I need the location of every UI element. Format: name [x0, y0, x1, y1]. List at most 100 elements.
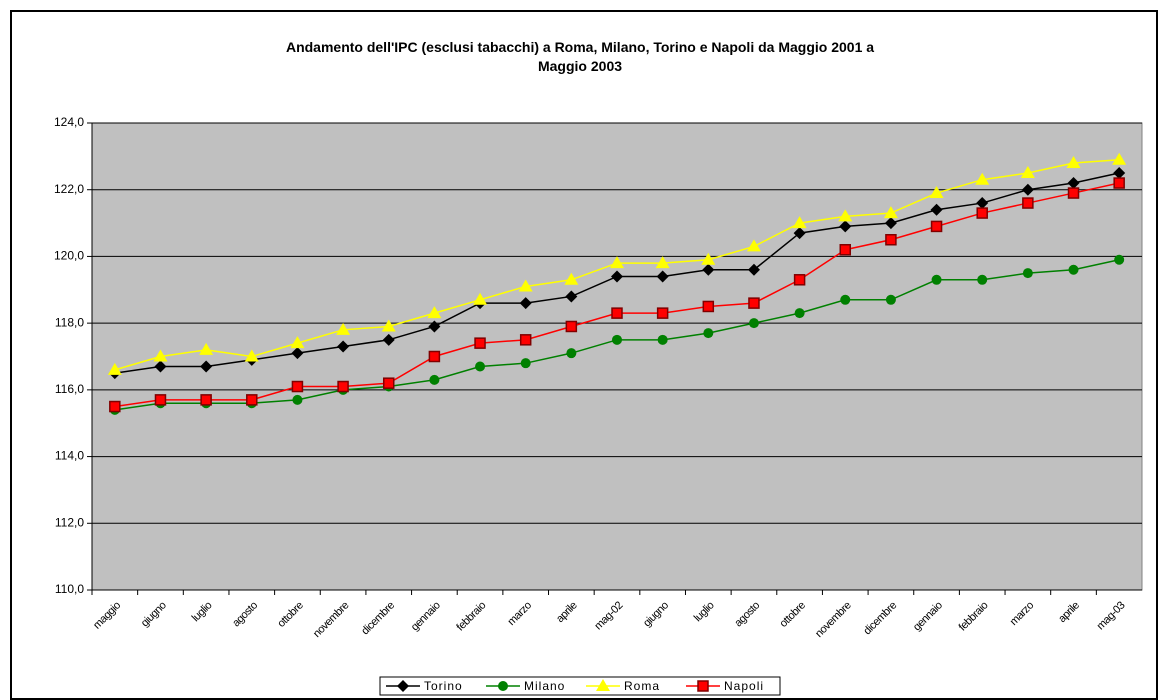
marker	[1113, 177, 1125, 189]
marker	[930, 203, 943, 216]
marker	[429, 374, 440, 385]
marker	[200, 394, 212, 406]
marker	[428, 320, 441, 333]
marker	[290, 336, 305, 349]
marker	[246, 394, 258, 406]
marker	[291, 347, 304, 360]
legend-label: Roma	[624, 679, 660, 693]
marker	[292, 394, 303, 405]
marker	[565, 290, 578, 303]
marker	[612, 334, 622, 345]
marker	[427, 306, 442, 319]
marker	[885, 294, 896, 305]
legend-label: Napoli	[724, 679, 764, 693]
marker	[336, 322, 351, 335]
marker	[382, 333, 395, 346]
marker	[792, 216, 807, 229]
marker	[1067, 177, 1080, 190]
legend-label: Torino	[424, 679, 463, 693]
marker	[931, 274, 942, 285]
marker	[154, 360, 167, 373]
marker	[701, 252, 716, 265]
marker	[498, 681, 508, 691]
title-line: Andamento dell'IPC (esclusi tabacchi) a …	[286, 39, 874, 55]
marker	[655, 256, 670, 269]
marker	[657, 334, 668, 345]
marker	[475, 361, 486, 372]
marker	[474, 337, 486, 349]
marker	[1114, 254, 1125, 265]
y-tick-label: 110,0	[55, 582, 84, 596]
marker	[838, 209, 853, 222]
marker	[930, 220, 943, 233]
y-tick-label: 118,0	[55, 315, 84, 329]
marker	[656, 270, 669, 283]
y-tick-label: 116,0	[55, 382, 84, 396]
marker	[566, 348, 577, 359]
marker	[748, 318, 759, 329]
marker	[564, 272, 579, 285]
marker	[109, 400, 121, 413]
marker	[565, 320, 578, 333]
plot-area	[91, 122, 1143, 591]
marker	[977, 274, 988, 285]
marker	[107, 362, 122, 375]
marker	[746, 239, 761, 252]
marker	[518, 279, 533, 292]
marker	[884, 217, 897, 230]
marker	[244, 349, 259, 362]
marker	[1020, 166, 1035, 179]
y-tick-label: 112,0	[55, 515, 84, 529]
marker	[1021, 183, 1034, 196]
marker	[793, 274, 806, 286]
marker	[794, 308, 805, 319]
marker	[976, 207, 988, 219]
marker	[702, 263, 715, 276]
marker	[397, 680, 409, 692]
marker	[337, 340, 350, 353]
legend-label: Milano	[524, 679, 565, 693]
marker	[153, 349, 168, 362]
marker	[596, 679, 610, 691]
marker	[697, 680, 709, 692]
marker	[199, 342, 214, 355]
marker	[611, 307, 623, 319]
marker	[154, 394, 167, 406]
marker	[885, 234, 897, 246]
marker	[519, 297, 532, 310]
marker	[200, 360, 213, 373]
marker	[1022, 268, 1033, 279]
marker	[473, 292, 488, 305]
marker	[839, 220, 852, 233]
marker	[428, 350, 441, 363]
marker	[793, 227, 806, 240]
marker	[1113, 167, 1126, 180]
marker	[520, 358, 531, 369]
marker	[883, 206, 898, 219]
y-tick-label: 124,0	[54, 115, 84, 129]
marker	[611, 270, 623, 283]
marker	[1067, 187, 1080, 199]
marker	[291, 380, 304, 393]
chart-title: Andamento dell'IPC (esclusi tabacchi) a …	[286, 39, 874, 74]
marker	[610, 256, 624, 269]
marker	[1068, 264, 1079, 275]
marker	[748, 297, 760, 309]
marker	[382, 377, 395, 389]
y-tick-label: 122,0	[54, 182, 84, 196]
y-tick-label: 114,0	[55, 449, 84, 463]
marker	[929, 186, 944, 199]
marker	[976, 197, 989, 210]
marker	[656, 307, 669, 319]
marker	[337, 380, 349, 393]
title-line: Maggio 2003	[538, 58, 622, 74]
marker	[381, 319, 396, 332]
marker	[840, 294, 851, 305]
marker	[703, 328, 714, 339]
marker	[839, 244, 852, 256]
marker	[975, 172, 990, 185]
legend-box	[379, 676, 781, 696]
marker	[702, 300, 715, 313]
marker	[519, 334, 532, 346]
